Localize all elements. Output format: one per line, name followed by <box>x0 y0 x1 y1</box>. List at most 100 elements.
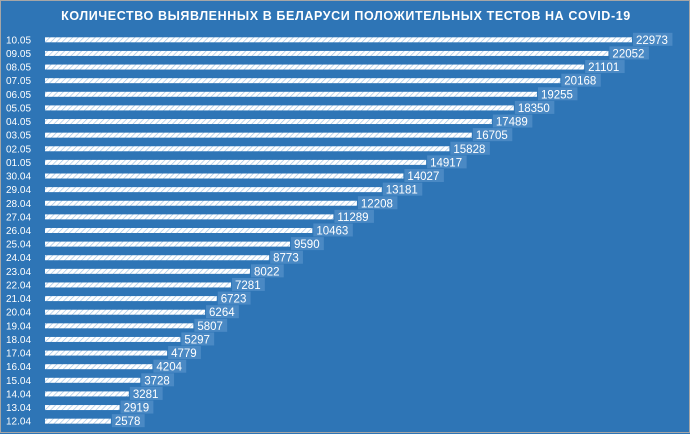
category-label: 05.05 <box>6 103 31 114</box>
value-label: 17489 <box>496 117 528 129</box>
value-label-box <box>206 305 239 319</box>
value-label: 10463 <box>316 225 348 237</box>
category-label: 16.04 <box>6 362 31 373</box>
bar <box>45 336 181 342</box>
value-label-box <box>141 373 175 387</box>
value-label: 21101 <box>588 62 619 74</box>
category-label: 26.04 <box>6 226 31 237</box>
value-label-box <box>450 141 490 155</box>
value-label: 19255 <box>541 89 573 101</box>
value-label: 6723 <box>221 294 247 306</box>
category-label: 19.04 <box>6 321 31 332</box>
value-label-box <box>609 46 649 60</box>
value-label-box <box>632 32 673 46</box>
category-label: 13.04 <box>6 403 31 414</box>
value-label: 18350 <box>518 103 550 115</box>
value-label-box <box>168 346 201 360</box>
value-label-box <box>537 87 578 101</box>
value-label: 9590 <box>294 239 320 251</box>
category-label: 15.04 <box>6 376 31 387</box>
category-label: 14.04 <box>6 389 31 400</box>
category-label: 25.04 <box>6 240 31 251</box>
bar <box>45 391 129 397</box>
value-label-box <box>194 318 228 332</box>
value-label-box <box>120 400 154 414</box>
bars <box>45 37 632 424</box>
value-label-box <box>382 182 423 196</box>
category-label: 06.05 <box>6 90 31 101</box>
value-label-box <box>514 100 555 114</box>
value-label-box <box>334 209 374 223</box>
bar <box>45 405 120 411</box>
value-label-box <box>111 414 145 428</box>
value-label: 8773 <box>273 253 299 265</box>
value-label: 12208 <box>361 198 393 210</box>
value-label: 22052 <box>612 48 644 60</box>
bar <box>45 50 609 56</box>
category-label: 03.05 <box>6 131 31 142</box>
value-label: 5807 <box>197 321 223 333</box>
value-label-box <box>492 114 533 128</box>
value-label-box <box>232 277 265 291</box>
category-label: 27.04 <box>6 212 31 223</box>
category-label: 24.04 <box>6 253 31 264</box>
bar <box>45 173 404 179</box>
value-label-box <box>427 155 467 169</box>
value-label-box <box>561 73 601 87</box>
bar <box>45 323 194 329</box>
value-label: 7281 <box>235 280 261 292</box>
bar <box>45 241 291 247</box>
value-label-box <box>153 359 187 373</box>
value-label: 22973 <box>636 35 668 47</box>
bar <box>45 268 250 274</box>
category-label: 09.05 <box>6 49 31 60</box>
value-label-box <box>472 128 513 142</box>
category-label: 08.05 <box>6 63 31 74</box>
chart-title: КОЛИЧЕСТВО ВЫЯВЛЕННЫХ В БЕЛАРУСИ ПОЛОЖИТ… <box>61 9 631 23</box>
category-label: 10.05 <box>6 35 31 46</box>
category-label: 12.04 <box>6 417 31 428</box>
value-label: 3281 <box>133 389 159 401</box>
bar <box>45 78 561 84</box>
category-label: 20.04 <box>6 308 31 319</box>
bar <box>45 91 537 97</box>
value-label: 20168 <box>564 76 596 88</box>
category-label: 23.04 <box>6 267 31 278</box>
category-label: 04.05 <box>6 117 31 128</box>
value-label: 11289 <box>337 212 368 224</box>
bar <box>45 105 514 111</box>
value-label: 4779 <box>171 348 197 360</box>
category-label: 17.04 <box>6 349 31 360</box>
bar <box>45 119 492 125</box>
value-label-box <box>313 223 353 237</box>
bar <box>45 37 632 43</box>
value-label: 8022 <box>254 266 280 278</box>
category-label: 29.04 <box>6 185 31 196</box>
value-label: 16705 <box>476 130 508 142</box>
bar <box>45 132 472 138</box>
value-label: 5297 <box>184 334 210 346</box>
value-label: 6264 <box>209 307 235 319</box>
category-label: 21.04 <box>6 294 31 305</box>
value-label-box <box>217 291 251 305</box>
category-label: 18.04 <box>6 335 31 346</box>
bar <box>45 350 168 356</box>
bar <box>45 377 141 383</box>
value-label-box <box>129 386 163 400</box>
category-label: 07.05 <box>6 76 31 87</box>
category-label: 30.04 <box>6 172 31 183</box>
value-label: 2919 <box>124 403 150 415</box>
bar <box>45 296 217 302</box>
value-label: 15828 <box>453 144 485 156</box>
value-label: 3728 <box>144 375 170 387</box>
value-label-box <box>291 237 324 251</box>
value-label-box <box>404 169 444 183</box>
bar <box>45 64 585 70</box>
value-label-box <box>357 196 398 210</box>
bar <box>45 255 270 261</box>
value-label: 4204 <box>156 362 182 374</box>
value-label-box <box>585 60 625 74</box>
